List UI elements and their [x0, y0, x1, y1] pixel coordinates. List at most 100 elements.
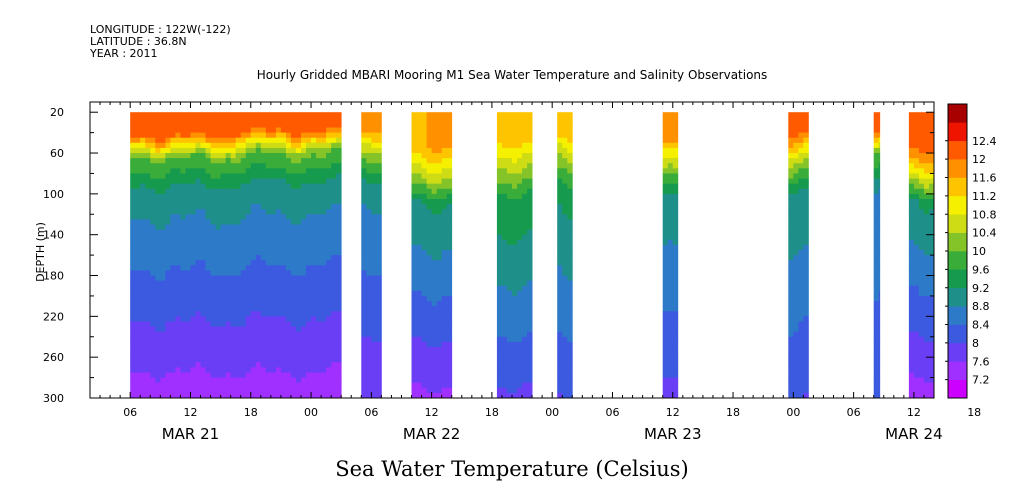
heatmap-cell — [170, 168, 176, 174]
heatmap-cell — [235, 265, 242, 271]
heatmap-cell — [517, 280, 523, 287]
heatmap-cell — [672, 306, 679, 312]
heatmap-cell — [803, 122, 809, 128]
heatmap-cell — [150, 260, 156, 266]
heatmap-cell — [155, 326, 161, 333]
heatmap-cell — [667, 372, 674, 378]
heatmap-cell — [316, 306, 322, 312]
heatmap-cell — [939, 372, 944, 378]
heatmap-cell — [441, 193, 448, 200]
heatmap-cell — [285, 255, 292, 261]
heatmap-cell — [275, 290, 282, 297]
heatmap-cell — [336, 362, 342, 368]
heatmap-cell — [793, 153, 799, 159]
heatmap-cell — [562, 214, 568, 220]
heatmap-cell — [220, 382, 227, 389]
heatmap-cell — [326, 275, 332, 282]
heatmap-cell — [567, 142, 573, 149]
heatmap-cell — [230, 275, 237, 282]
heatmap-cell — [230, 112, 237, 118]
heatmap-cell — [672, 178, 679, 185]
heatmap-cell — [361, 153, 367, 159]
heatmap-cell — [331, 153, 337, 159]
heatmap-cell — [295, 290, 302, 297]
heatmap-cell — [788, 132, 794, 139]
heatmap-cell — [240, 346, 247, 353]
heatmap-cell — [311, 260, 317, 266]
heatmap-cell — [180, 234, 186, 241]
heatmap-cell — [873, 127, 880, 134]
heatmap-cell — [290, 188, 297, 195]
heatmap-cell — [205, 214, 211, 220]
heatmap-cell — [803, 132, 809, 139]
heatmap-cell — [501, 239, 508, 246]
heatmap-cell — [939, 270, 944, 276]
heatmap-cell — [371, 301, 377, 307]
heatmap-cell — [165, 285, 171, 292]
heatmap-cell — [255, 198, 262, 205]
heatmap-cell — [135, 362, 141, 368]
heatmap-cell — [270, 214, 277, 220]
heatmap-cell — [421, 244, 427, 251]
heatmap-cell — [301, 209, 307, 215]
heatmap-cell — [908, 122, 915, 128]
heatmap-cell — [260, 387, 267, 394]
heatmap-cell — [562, 173, 568, 179]
heatmap-cell — [878, 193, 881, 200]
heatmap-cell — [517, 326, 523, 333]
heatmap-cell — [270, 352, 277, 358]
heatmap-cell — [441, 255, 448, 261]
heatmap-cell — [441, 204, 448, 210]
heatmap-cell — [180, 214, 186, 220]
heatmap-cell — [923, 112, 930, 118]
heatmap-cell — [130, 117, 136, 123]
heatmap-cell — [225, 204, 232, 210]
heatmap-cell — [878, 127, 881, 134]
heatmap-cell — [145, 321, 151, 327]
heatmap-cell — [295, 306, 302, 312]
heatmap-cell — [512, 117, 518, 123]
heatmap-cell — [301, 311, 307, 317]
heatmap-cell — [230, 367, 237, 373]
heatmap-cell — [873, 209, 880, 215]
heatmap-cell — [295, 193, 302, 200]
heatmap-cell — [210, 285, 216, 292]
heatmap-cell — [506, 127, 513, 134]
heatmap-cell — [567, 260, 573, 266]
heatmap-cell — [185, 331, 191, 338]
heatmap-cell — [301, 331, 307, 338]
heatmap-cell — [190, 132, 196, 139]
heatmap-cell — [140, 316, 146, 322]
heatmap-cell — [431, 153, 438, 159]
heatmap-cell — [240, 117, 247, 123]
heatmap-cell — [240, 336, 247, 343]
heatmap-cell — [984, 337, 989, 343]
heatmap-cell — [873, 137, 880, 144]
heatmap-cell — [913, 132, 920, 139]
heatmap-cell — [431, 362, 438, 368]
heatmap-cell — [331, 188, 337, 195]
heatmap-cell — [180, 178, 186, 185]
heatmap-cell — [527, 255, 533, 261]
heatmap-cell — [361, 346, 367, 353]
heatmap-cell — [311, 137, 317, 144]
heatmap-cell — [135, 265, 141, 271]
heatmap-cell — [426, 367, 433, 373]
heatmap-cell — [522, 163, 528, 169]
heatmap-cell — [371, 387, 377, 394]
heatmap-cell — [512, 331, 518, 338]
heatmap-cell — [275, 382, 282, 389]
heatmap-cell — [295, 352, 302, 358]
heatmap-cell — [908, 163, 915, 169]
heatmap-cell — [311, 163, 317, 169]
heatmap-cell — [301, 352, 307, 358]
heatmap-cell — [306, 117, 312, 123]
heatmap-cell — [431, 224, 438, 230]
heatmap-cell — [918, 290, 925, 297]
heatmap-cell — [788, 295, 794, 302]
heatmap-cell — [265, 362, 272, 368]
heatmap-cell — [135, 209, 141, 215]
heatmap-cell — [446, 341, 453, 348]
heatmap-cell — [939, 122, 944, 128]
heatmap-cell — [667, 122, 674, 128]
